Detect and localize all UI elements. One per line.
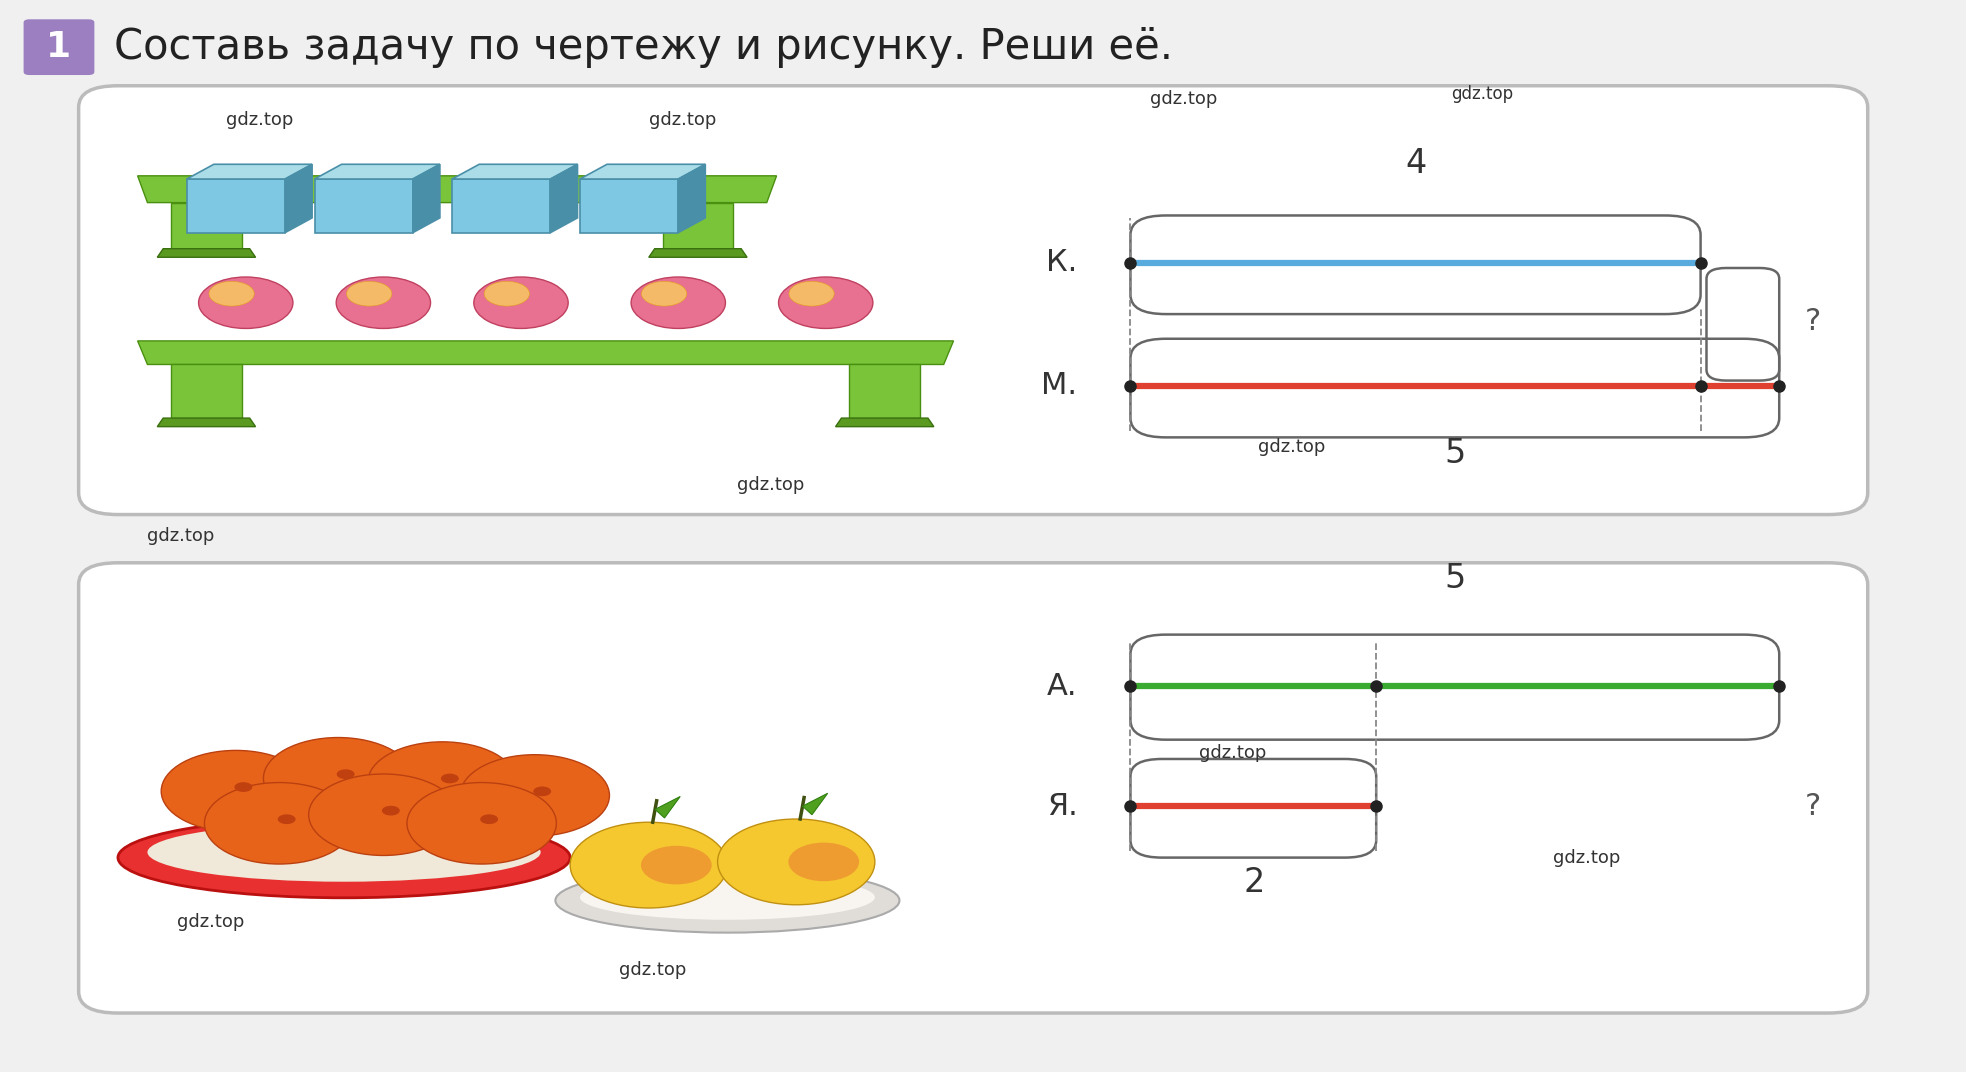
Text: М.: М. [1042,371,1077,401]
Circle shape [570,822,727,908]
Text: 4: 4 [1406,147,1425,180]
Polygon shape [649,249,747,257]
Text: gdz.top: gdz.top [1199,744,1266,761]
Circle shape [641,281,686,307]
FancyBboxPatch shape [79,563,1868,1013]
Text: 5: 5 [1445,562,1465,595]
Text: ?: ? [1805,791,1821,821]
Polygon shape [663,203,733,249]
Polygon shape [655,796,680,818]
Text: gdz.top: gdz.top [619,962,686,979]
Text: 5: 5 [1445,437,1465,471]
Text: gdz.top: gdz.top [737,476,804,493]
Polygon shape [157,249,256,257]
Polygon shape [452,164,578,179]
Circle shape [263,738,413,819]
Circle shape [480,815,497,824]
Ellipse shape [147,823,541,881]
Circle shape [199,277,293,328]
Polygon shape [315,179,413,233]
Text: Составь задачу по чертежу и рисунку. Реши её.: Составь задачу по чертежу и рисунку. Реш… [114,26,1174,69]
Polygon shape [678,164,706,233]
Text: 2: 2 [1244,866,1264,899]
Circle shape [460,755,609,836]
Circle shape [208,281,254,307]
Text: gdz.top: gdz.top [177,913,244,930]
FancyBboxPatch shape [24,19,94,75]
Text: 1: 1 [47,30,71,64]
Circle shape [309,774,458,855]
Circle shape [788,281,834,307]
Circle shape [204,783,354,864]
Text: gdz.top: gdz.top [649,111,716,129]
Polygon shape [452,179,550,233]
Text: gdz.top: gdz.top [1150,90,1217,107]
Circle shape [346,281,391,307]
Polygon shape [413,164,440,233]
Circle shape [788,843,859,881]
Polygon shape [802,793,828,815]
Polygon shape [580,164,706,179]
Circle shape [407,783,556,864]
Circle shape [234,783,252,792]
Circle shape [533,787,550,796]
Text: ?: ? [1805,307,1821,337]
Circle shape [381,806,399,816]
Polygon shape [171,364,242,418]
Circle shape [631,277,725,328]
Polygon shape [138,176,777,203]
Polygon shape [285,164,313,233]
Text: К.: К. [1046,248,1077,278]
Ellipse shape [118,817,570,898]
Circle shape [641,846,712,884]
Circle shape [336,277,431,328]
Polygon shape [187,179,285,233]
Text: gdz.top: gdz.top [1553,849,1620,866]
Polygon shape [187,164,313,179]
Text: gdz.top: gdz.top [147,527,214,545]
Polygon shape [849,364,920,418]
Circle shape [336,770,354,779]
Polygon shape [138,341,954,364]
Circle shape [718,819,875,905]
Text: gdz.top: gdz.top [226,111,293,129]
Ellipse shape [580,875,875,920]
Circle shape [161,750,311,832]
Text: gdz.top: gdz.top [1451,86,1514,103]
Polygon shape [836,418,934,427]
Polygon shape [171,203,242,249]
Circle shape [368,742,517,823]
Circle shape [779,277,873,328]
Polygon shape [550,164,578,233]
Circle shape [474,277,568,328]
Polygon shape [157,418,256,427]
Ellipse shape [554,868,898,933]
Text: gdz.top: gdz.top [1258,438,1325,456]
Circle shape [277,815,295,824]
Circle shape [484,281,529,307]
Polygon shape [315,164,440,179]
Polygon shape [580,179,678,233]
FancyBboxPatch shape [79,86,1868,515]
Circle shape [440,774,458,784]
Text: А.: А. [1046,671,1077,701]
Text: Я.: Я. [1046,791,1077,821]
